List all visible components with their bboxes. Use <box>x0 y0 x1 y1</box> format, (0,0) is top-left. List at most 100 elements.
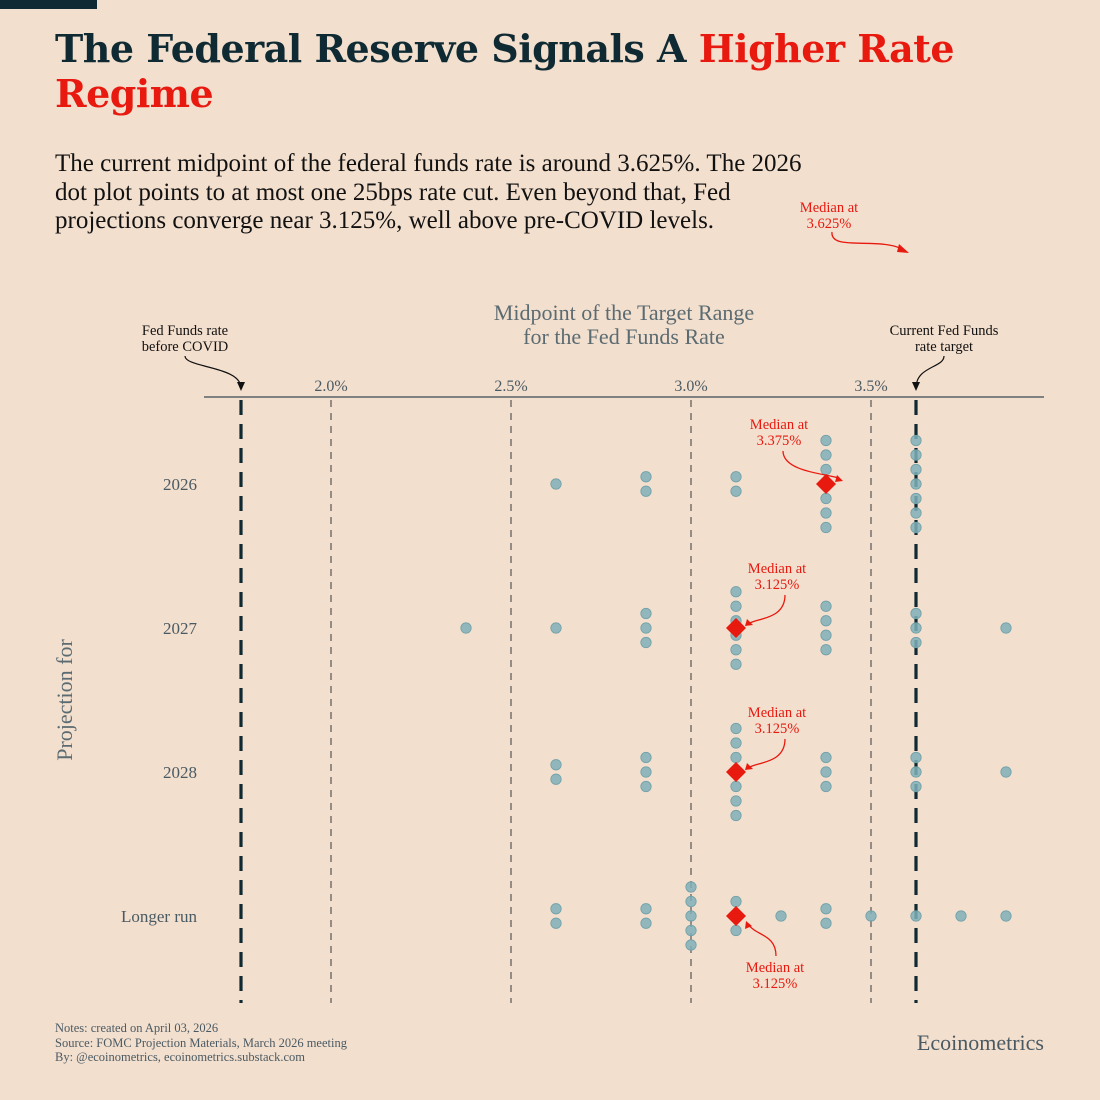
arrow-head <box>745 763 753 770</box>
median-annotation: Median at <box>746 960 804 976</box>
participant-dot <box>955 910 967 922</box>
participant-dot <box>910 449 922 461</box>
participant-dot <box>730 600 742 612</box>
participant-dot <box>730 485 742 497</box>
participant-dot <box>685 910 697 922</box>
participant-dot <box>820 615 832 627</box>
row-label: Longer run <box>121 907 198 926</box>
annotation-arrow <box>747 738 786 769</box>
notes: Notes: created on April 03, 2026 Source:… <box>55 1021 347 1065</box>
participant-dot <box>820 600 832 612</box>
top-accent-bar <box>0 0 97 9</box>
chart-headline: The Federal Reserve Signals A Higher Rat… <box>55 26 1055 116</box>
participant-dot <box>730 586 742 598</box>
arrow-head <box>745 921 752 929</box>
arrow-head <box>835 475 843 482</box>
reference-line-label: Fed Funds rate <box>142 323 228 339</box>
participant-dot <box>910 780 922 793</box>
headline-text: The Federal Reserve Signals A <box>55 26 699 71</box>
participant-dot <box>730 751 742 764</box>
axis-title: Midpoint of the Target Range <box>494 300 754 325</box>
row-label: 2026 <box>163 475 197 494</box>
x-tick-label: 2.5% <box>494 378 527 395</box>
x-tick-label: 2.0% <box>314 378 347 395</box>
participant-dot <box>820 903 832 915</box>
participant-dot <box>550 917 562 929</box>
participant-dot <box>820 521 832 534</box>
median-annotation: Median at <box>748 705 806 721</box>
participant-dot <box>820 780 832 793</box>
participant-dot <box>1000 622 1012 634</box>
median-diamond <box>726 762 746 782</box>
axis-title: for the Fed Funds Rate <box>523 324 725 349</box>
brand-logo-text: Ecoinometrics <box>916 1030 1044 1055</box>
participant-dot <box>1000 910 1012 922</box>
participant-dot <box>820 751 832 764</box>
participant-dot <box>685 895 697 908</box>
participant-dot <box>550 478 562 490</box>
annotation-arrow <box>831 231 905 251</box>
participant-dot <box>730 895 742 908</box>
participant-dot <box>730 795 742 807</box>
median-diamond <box>816 474 836 494</box>
participant-dot <box>820 917 832 929</box>
participant-dot <box>910 434 922 447</box>
arrow-head <box>237 382 245 391</box>
median-annotation: 3.125% <box>753 976 798 992</box>
arrow-head <box>912 382 920 391</box>
median-annotation: 3.125% <box>755 577 800 593</box>
participant-dot <box>640 471 652 483</box>
participant-dot <box>820 644 832 656</box>
reference-line-label: rate target <box>915 339 973 355</box>
participant-dot <box>820 492 832 505</box>
participant-dot <box>730 780 742 793</box>
median-annotation-top: 3.625% <box>807 216 852 232</box>
annotation-arrow <box>915 355 945 389</box>
participant-dot <box>730 644 742 656</box>
participant-dot <box>640 622 652 634</box>
participant-dot <box>640 903 652 915</box>
headline-highlight: Higher Rate Regime <box>55 26 955 116</box>
median-annotation: Median at <box>750 417 808 433</box>
participant-dot <box>910 751 922 764</box>
participant-dot <box>550 622 562 634</box>
participant-dot <box>910 463 922 476</box>
annotation-arrow <box>184 355 242 389</box>
participant-dot <box>640 780 652 793</box>
reference-line-label: Current Fed Funds <box>890 323 999 339</box>
participant-dot <box>730 737 742 749</box>
participant-dot <box>820 449 832 461</box>
participant-dot <box>730 471 742 483</box>
participant-dot <box>820 463 832 476</box>
participant-dot <box>550 903 562 915</box>
participant-dot <box>730 924 742 937</box>
participant-dot <box>820 507 832 519</box>
participant-dot <box>910 507 922 519</box>
median-diamond <box>726 906 746 926</box>
participant-dot <box>865 910 877 922</box>
annotation-arrow <box>747 923 777 957</box>
participant-dot <box>550 773 562 785</box>
participant-dot <box>910 636 922 649</box>
participant-dot <box>640 636 652 649</box>
y-axis-label: Projection for <box>52 639 77 761</box>
note-by: By: @ecoinometrics, ecoinometrics.substa… <box>55 1050 305 1064</box>
participant-dot <box>730 658 742 670</box>
x-tick-label: 3.5% <box>854 378 887 395</box>
annotation-arrow <box>747 594 786 625</box>
participant-dot <box>550 759 562 771</box>
participant-dot <box>820 434 832 447</box>
participant-dot <box>910 492 922 505</box>
arrow-head <box>745 619 753 626</box>
participant-dot <box>910 910 922 922</box>
participant-dot <box>1000 766 1012 778</box>
participant-dot <box>910 521 922 534</box>
participant-dot <box>910 766 922 778</box>
arrow-head <box>897 244 909 253</box>
median-annotation: Median at <box>748 561 806 577</box>
participant-dot <box>820 766 832 778</box>
participant-dot <box>730 809 742 822</box>
participant-dot <box>640 917 652 929</box>
chart-subtitle: The current midpoint of the federal fund… <box>55 150 802 234</box>
